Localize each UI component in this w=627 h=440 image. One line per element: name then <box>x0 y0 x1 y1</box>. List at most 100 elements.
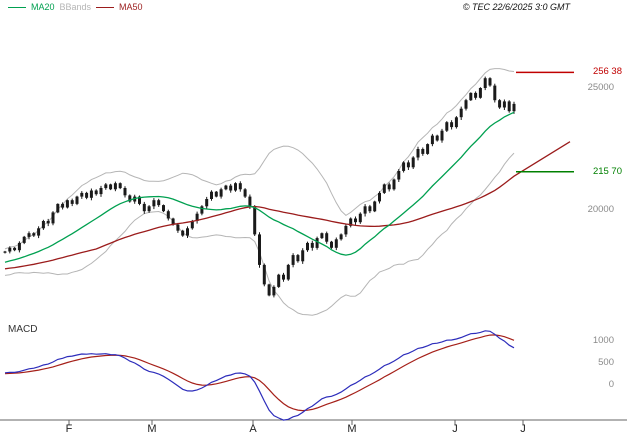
candle-body <box>478 88 482 98</box>
candle-body <box>344 225 348 235</box>
candle-body <box>27 233 31 237</box>
legend-ma50-label: MA50 <box>119 2 143 12</box>
candle-body <box>157 200 161 206</box>
candle-body <box>483 78 487 88</box>
candle-body <box>123 188 127 196</box>
candle-body <box>13 247 17 251</box>
candle-body <box>171 218 175 225</box>
candle-body <box>166 211 170 219</box>
month-label: J <box>452 423 458 435</box>
candle-body <box>277 274 281 287</box>
candle-body <box>243 189 247 197</box>
candle-body <box>488 78 492 86</box>
candle-body <box>238 183 242 190</box>
candle-body <box>416 149 420 158</box>
candle-body <box>411 157 415 168</box>
candlestick-series <box>3 76 516 298</box>
candle-body <box>435 135 439 141</box>
candle-body <box>85 192 89 198</box>
candle-body <box>349 218 353 226</box>
candle-body <box>234 183 237 191</box>
candle-body <box>406 162 410 168</box>
candle-body <box>507 101 511 112</box>
candle-body <box>46 221 50 224</box>
candle-body <box>450 122 454 128</box>
candle-body <box>498 100 502 108</box>
macd-signal-line <box>4 334 515 412</box>
candle-body <box>392 179 396 190</box>
candle-body <box>430 135 434 145</box>
candle-body <box>200 206 204 214</box>
candle-body <box>248 196 252 207</box>
candle-body <box>3 251 7 253</box>
candle-body <box>397 171 401 180</box>
candle-body <box>454 117 458 128</box>
candle-body <box>272 286 276 296</box>
candle-body <box>89 190 93 198</box>
level-price-label: 215 70 <box>592 165 622 177</box>
candle-body <box>162 205 165 212</box>
month-label: J <box>520 423 526 435</box>
candle-body <box>291 255 295 265</box>
candle-body <box>138 196 141 204</box>
macd-panel-title: MACD <box>8 324 38 335</box>
candle-body <box>147 206 151 212</box>
candle-body <box>358 213 362 223</box>
candle-body <box>421 149 425 154</box>
candle-body <box>61 203 65 208</box>
candle-body <box>368 206 372 212</box>
candle-body <box>224 185 228 190</box>
legend-ma20-label: MA20 <box>31 2 55 12</box>
candle-body <box>382 184 386 193</box>
candle-body <box>339 234 343 240</box>
macd-line <box>4 330 515 421</box>
candle-body <box>464 100 468 109</box>
candle-body <box>387 184 391 190</box>
candle-body <box>334 239 338 248</box>
candle-body <box>474 92 478 98</box>
candle-body <box>219 189 223 197</box>
candle-body <box>330 241 333 248</box>
candle-body <box>70 200 74 204</box>
candle-body <box>426 144 430 154</box>
candle-body <box>258 234 261 265</box>
candle-body <box>99 188 103 195</box>
candle-body <box>152 200 156 207</box>
candle-body <box>37 228 41 236</box>
candle-body <box>402 162 406 171</box>
candle-body <box>51 212 55 224</box>
candle-body <box>142 203 146 212</box>
candle-body <box>94 190 98 195</box>
ma50-swatch-icon <box>96 7 115 8</box>
candle-body <box>262 264 266 285</box>
price-axis-label: 20000 <box>587 204 614 215</box>
ma50-line <box>4 141 571 270</box>
candle-body <box>363 206 367 214</box>
candle-body <box>104 184 108 189</box>
copyright-text: © TEC 22/6/2025 3:0 GMT <box>462 2 570 12</box>
candle-body <box>315 238 319 248</box>
legend: MA20 BBands MA50 <box>8 2 143 13</box>
candle-body <box>502 101 506 108</box>
candle-body <box>282 274 285 280</box>
candle-body <box>373 201 377 212</box>
month-label: M <box>347 423 357 435</box>
candle-body <box>186 228 189 236</box>
month-label: A <box>249 423 257 435</box>
candle-body <box>65 200 69 208</box>
candle-body <box>354 218 357 223</box>
ma20-line <box>4 111 515 263</box>
candle-body <box>195 213 199 221</box>
candle-body <box>229 185 233 191</box>
level-lines <box>516 71 574 173</box>
candle-body <box>214 191 218 197</box>
candle-body <box>286 264 290 280</box>
candle-body <box>205 199 209 207</box>
candle-body <box>41 221 45 229</box>
candle-body <box>181 230 185 236</box>
candle-body <box>210 191 213 199</box>
candle-body <box>378 192 381 202</box>
candle-body <box>320 233 324 239</box>
